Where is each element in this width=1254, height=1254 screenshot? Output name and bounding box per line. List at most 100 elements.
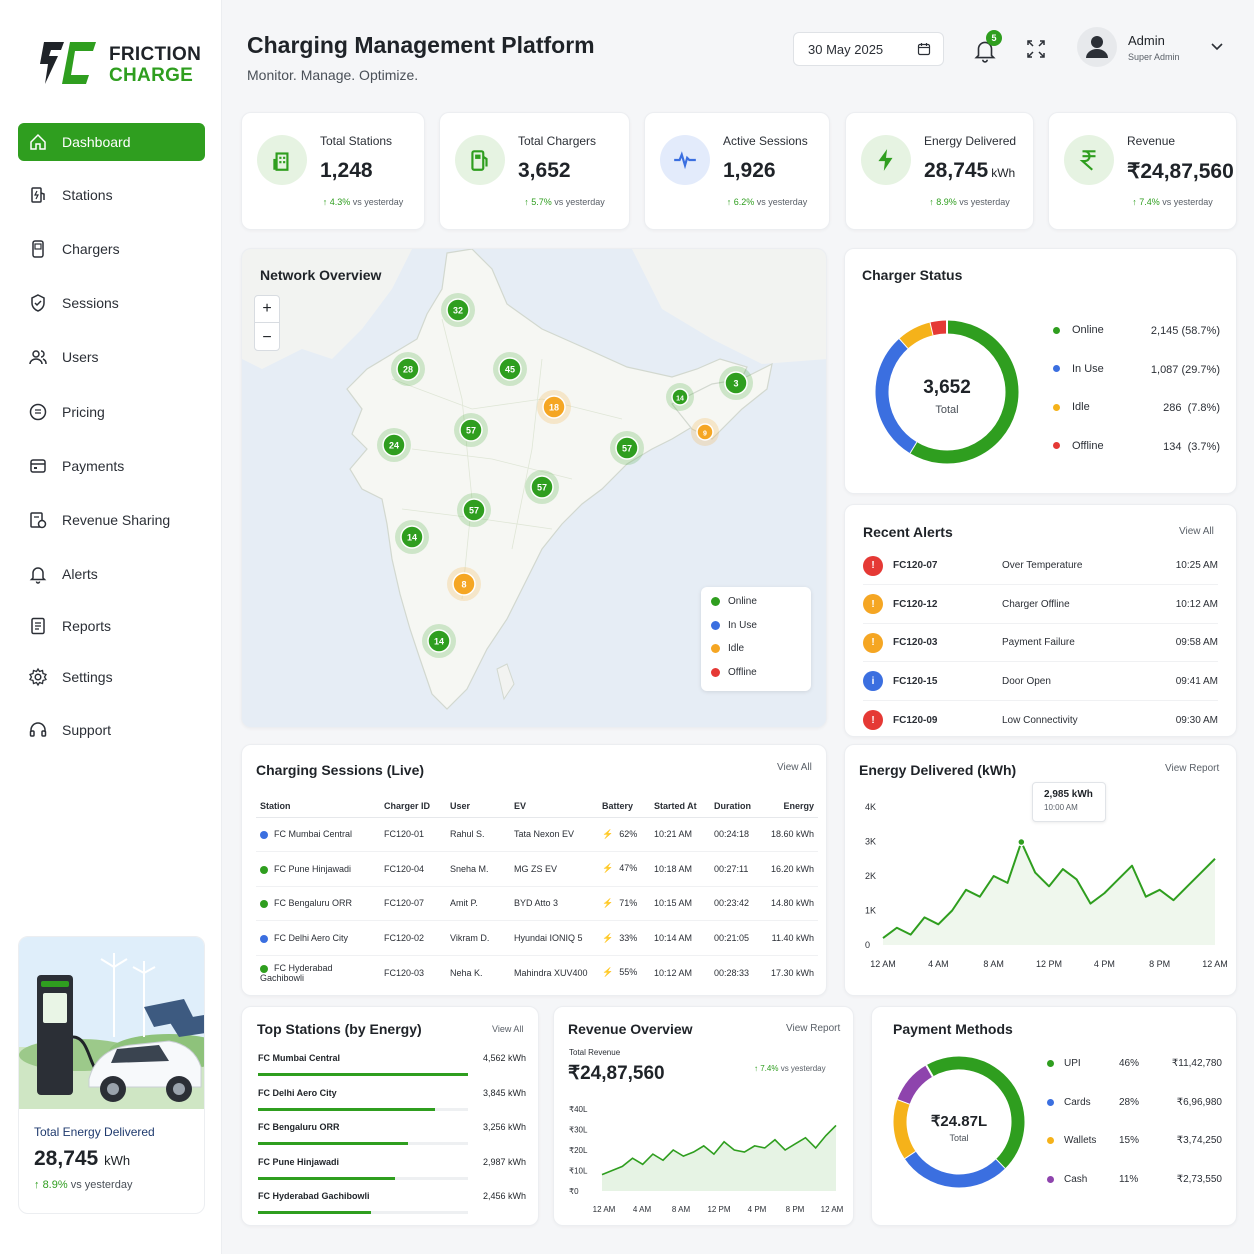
sidebar-item-chargers[interactable]: Chargers bbox=[18, 230, 205, 268]
map-marker[interactable]: 28 bbox=[391, 352, 425, 386]
column-header[interactable]: Charger ID bbox=[380, 795, 446, 818]
map-marker[interactable]: 18 bbox=[537, 390, 571, 424]
cell-station: FC Hyderabad Gachibowli bbox=[260, 962, 333, 983]
map-marker-count: 28 bbox=[403, 365, 413, 375]
zoom-in-button[interactable]: + bbox=[255, 296, 279, 323]
network-title: Network Overview bbox=[260, 267, 382, 283]
map-marker[interactable]: 45 bbox=[493, 352, 527, 386]
column-header[interactable]: User bbox=[446, 795, 510, 818]
table-cell-energy: 17.30 kWh bbox=[766, 955, 818, 990]
promo-unit: kWh bbox=[104, 1153, 131, 1168]
brand-logo[interactable]: FRICTION CHARGE bbox=[34, 38, 204, 90]
top-station-row[interactable]: FC Mumbai Central 4,562 kWh bbox=[258, 1051, 526, 1085]
alert-row[interactable]: i FC120-15 Door Open 09:41 AM bbox=[863, 663, 1218, 701]
table-cell-charger: FC120-07 bbox=[380, 886, 446, 922]
status-dot bbox=[260, 934, 268, 943]
sidebar-item-support[interactable]: Support bbox=[18, 711, 205, 749]
table-row[interactable]: FC Bengaluru ORR FC120-07 Amit P. BYD Atto … bbox=[256, 886, 818, 922]
map-marker[interactable]: 57 bbox=[454, 413, 488, 447]
column-header[interactable]: Energy bbox=[766, 795, 818, 818]
date-picker[interactable]: 30 May 2025 bbox=[793, 32, 944, 66]
sidebar-item-users[interactable]: Users bbox=[18, 338, 205, 376]
kpi-card-total-stations[interactable]: Total Stations 1,248 ↑ 4.3% vs yesterday bbox=[241, 112, 425, 230]
alert-row[interactable]: ! FC120-07 Over Temperature 10:25 AM bbox=[863, 547, 1218, 585]
kpi-card-total-chargers[interactable]: Total Chargers 3,652 ↑ 5.7% vs yesterday bbox=[439, 112, 630, 230]
sidebar-item-stations[interactable]: Stations bbox=[18, 176, 205, 214]
y-tick-label: ₹20L bbox=[569, 1146, 588, 1155]
table-cell-started: 10:15 AM bbox=[650, 886, 710, 922]
column-header[interactable]: Battery bbox=[598, 795, 650, 818]
charger-status-value: 286 (7.8%) bbox=[1163, 402, 1220, 414]
charger-status-value: 134 (3.7%) bbox=[1163, 440, 1220, 453]
column-header[interactable]: Started At bbox=[650, 795, 710, 818]
sidebar-item-alerts[interactable]: Alerts bbox=[18, 555, 205, 593]
table-row[interactable]: FC Hyderabad Gachibowli FC120-03 Neha K. Ma… bbox=[256, 955, 818, 990]
top-station-row[interactable]: FC Hyderabad Gachibowli 2,456 kWh bbox=[258, 1189, 526, 1223]
status-dot bbox=[260, 900, 268, 909]
column-header[interactable]: EV bbox=[510, 795, 598, 818]
map-marker[interactable]: 32 bbox=[441, 293, 475, 327]
sidebar-item-label: Settings bbox=[62, 669, 113, 685]
column-header[interactable]: Station bbox=[256, 795, 380, 818]
table-cell-user: Vikram D. bbox=[446, 920, 510, 956]
user-menu[interactable]: Admin Super Admin bbox=[1077, 27, 1237, 69]
revenue-view-report-link[interactable]: View Report bbox=[786, 1023, 841, 1034]
kpi-card-revenue[interactable]: Revenue ₹24,87,560 ↑ 7.4% vs yesterday bbox=[1048, 112, 1237, 230]
alert-row[interactable]: ! FC120-12 Charger Offline 10:12 AM bbox=[863, 586, 1218, 624]
sidebar-item-revenue-sharing[interactable]: Revenue Sharing bbox=[18, 501, 205, 539]
tooltip-time: 10:00 AM bbox=[1044, 803, 1078, 812]
column-header[interactable]: Duration bbox=[710, 795, 766, 818]
notifications-button[interactable]: 5 bbox=[970, 30, 1002, 64]
sidebar-item-settings[interactable]: Settings bbox=[18, 658, 205, 696]
alert-row[interactable]: ! FC120-03 Payment Failure 09:58 AM bbox=[863, 624, 1218, 663]
map-marker[interactable]: 24 bbox=[377, 428, 411, 462]
table-cell-battery: ⚡ 62% bbox=[598, 817, 650, 853]
map-marker[interactable]: 14 bbox=[666, 383, 694, 411]
energy-view-report-link[interactable]: View Report bbox=[1165, 763, 1220, 774]
map-marker[interactable]: 57 bbox=[457, 493, 491, 527]
map-marker[interactable]: 14 bbox=[422, 624, 456, 658]
table-row[interactable]: FC Mumbai Central FC120-01 Rahul S. Tata Ne… bbox=[256, 817, 818, 853]
map-marker[interactable]: 14 bbox=[395, 520, 429, 554]
top-stations-view-all-link[interactable]: View All bbox=[492, 1024, 524, 1034]
alert-row[interactable]: ! FC120-09 Low Connectivity 09:30 AM bbox=[863, 701, 1218, 739]
x-tick-label: 12 AM bbox=[870, 959, 896, 969]
map-marker[interactable]: 57 bbox=[610, 431, 644, 465]
alerts-view-all-link[interactable]: View All bbox=[1179, 526, 1214, 537]
sidebar-item-sessions[interactable]: Sessions bbox=[18, 284, 205, 322]
india-map[interactable]: 32 28 45 18 14 3 9 24 57 57 57 57 14 8 14 bbox=[242, 249, 827, 728]
brand-line1: FRICTION bbox=[109, 44, 202, 65]
kpi-card-energy-delivered[interactable]: Energy Delivered 28,745 kWh ↑ 8.9% vs yeste… bbox=[845, 112, 1034, 230]
top-station-value: 4,562 kWh bbox=[482, 1053, 526, 1063]
kpi-card-active-sessions[interactable]: Active Sessions 1,926 ↑ 6.2% vs yesterday bbox=[644, 112, 830, 230]
cell-duration: 00:23:42 bbox=[714, 898, 750, 909]
map-marker[interactable]: 3 bbox=[719, 366, 753, 400]
table-cell-energy: 14.80 kWh bbox=[766, 886, 818, 922]
bolt-icon: ⚡ bbox=[602, 897, 614, 908]
sidebar-item-reports[interactable]: Reports bbox=[18, 607, 205, 645]
top-station-row[interactable]: FC Bengaluru ORR 3,256 kWh bbox=[258, 1120, 526, 1154]
zoom-out-button[interactable]: − bbox=[262, 328, 272, 346]
energy-peak-point[interactable] bbox=[1017, 837, 1026, 847]
pulse-icon bbox=[674, 151, 696, 170]
sessions-view-all-link[interactable]: View All bbox=[777, 762, 812, 773]
kpi-icon-wrap bbox=[455, 135, 505, 185]
fullscreen-button[interactable] bbox=[1025, 38, 1047, 65]
sidebar-item-pricing[interactable]: Pricing bbox=[18, 393, 205, 431]
sidebar-item-payments[interactable]: Payments bbox=[18, 447, 205, 485]
top-station-row[interactable]: FC Delhi Aero City 3,845 kWh bbox=[258, 1086, 526, 1120]
energy-chart-title: Energy Delivered (kWh) bbox=[859, 762, 1017, 778]
sidebar-item-dashboard[interactable]: Dashboard bbox=[18, 123, 205, 161]
map-marker[interactable]: 8 bbox=[447, 567, 481, 601]
x-tick-label: 4 AM bbox=[633, 1205, 652, 1214]
top-station-row[interactable]: FC Pune Hinjawadi 2,987 kWh bbox=[258, 1155, 526, 1189]
table-row[interactable]: FC Pune Hinjawadi FC120-04 Sneha M. MG ZS E… bbox=[256, 851, 818, 887]
cell-battery: 62% bbox=[619, 828, 638, 839]
tooltip-value: 2,985 kWh bbox=[1044, 789, 1093, 800]
table-row[interactable]: FC Delhi Aero City FC120-02 Vikram D. Hyund… bbox=[256, 920, 818, 956]
top-station-name: FC Delhi Aero City bbox=[258, 1087, 337, 1098]
map-marker[interactable]: 57 bbox=[525, 470, 559, 504]
arrow-up-icon: ↑ bbox=[322, 197, 330, 207]
alert-text: Over Temperature bbox=[1002, 560, 1083, 571]
map-marker[interactable]: 9 bbox=[691, 418, 719, 446]
